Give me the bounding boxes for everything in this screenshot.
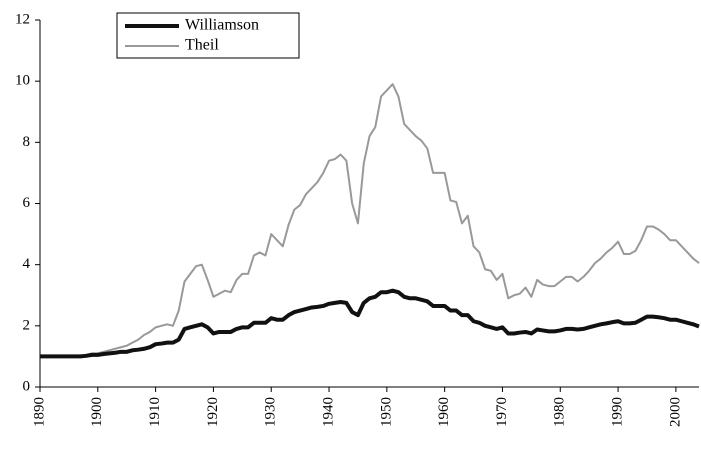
x-tick-label: 1940	[320, 397, 336, 427]
x-tick-label: 1960	[436, 397, 452, 427]
y-tick-label: 4	[23, 256, 31, 272]
x-tick-label: 2000	[667, 397, 683, 427]
y-tick-label: 8	[23, 134, 31, 150]
x-tick-label: 1950	[378, 397, 394, 427]
legend-label: Theil	[185, 37, 219, 54]
x-tick-label: 1980	[552, 397, 568, 427]
y-tick-label: 10	[15, 73, 30, 89]
x-tick-label: 1900	[89, 397, 105, 427]
x-tick-label: 1890	[31, 397, 47, 427]
series-line	[40, 288, 700, 359]
y-tick-label: 6	[23, 195, 31, 211]
y-tick-label: 2	[23, 317, 31, 333]
series-line	[40, 83, 700, 358]
legend-label: Williamson	[185, 17, 259, 34]
x-tick-label: 1910	[147, 397, 163, 427]
legend-box	[116, 12, 300, 59]
x-tick-label: 1990	[610, 397, 626, 427]
y-tick-label: 0	[23, 378, 31, 394]
y-tick-label: 12	[15, 11, 30, 27]
x-tick-label: 1970	[494, 397, 510, 427]
x-tick-label: 1930	[263, 397, 279, 427]
x-tick-label: 1920	[205, 397, 221, 427]
